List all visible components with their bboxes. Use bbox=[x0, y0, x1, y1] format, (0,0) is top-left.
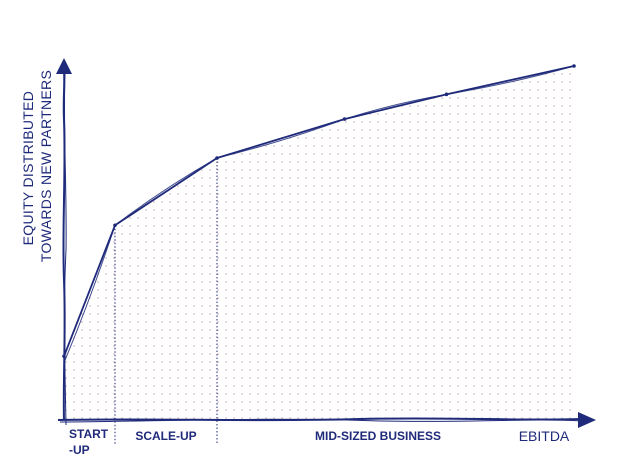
y-axis-arrow bbox=[56, 58, 72, 74]
x-axis-label: EBITDA bbox=[519, 428, 570, 444]
area-fill bbox=[64, 66, 574, 420]
equity-curve-points bbox=[62, 64, 576, 359]
curve-point-1 bbox=[113, 223, 117, 228]
x-axis-line bbox=[57, 417, 581, 422]
y-axis-label: EQUITY DISTRIBUTED TOWARDS NEW PARTNERS bbox=[20, 70, 54, 262]
stage-label-scale-up: SCALE-UP bbox=[135, 429, 196, 443]
y-axis-line-sketch bbox=[63, 71, 67, 426]
y-axis-line bbox=[62, 69, 66, 421]
x-axis-arrow bbox=[578, 412, 596, 428]
curve-point-4 bbox=[444, 92, 449, 97]
curve-point-3 bbox=[342, 117, 347, 121]
x-axis-line-sketch bbox=[59, 418, 583, 423]
curve-point-5 bbox=[572, 64, 576, 68]
stage-label-start-up: START -UP bbox=[69, 427, 111, 457]
equity-curve-sketch-stroke bbox=[64, 65, 575, 361]
stage-boundaries bbox=[114, 158, 218, 444]
curve-point-2 bbox=[215, 156, 219, 160]
equity-curve-line bbox=[63, 65, 575, 358]
stage-label-mid-sized-business: MID-SIZED BUSINESS bbox=[315, 429, 441, 443]
